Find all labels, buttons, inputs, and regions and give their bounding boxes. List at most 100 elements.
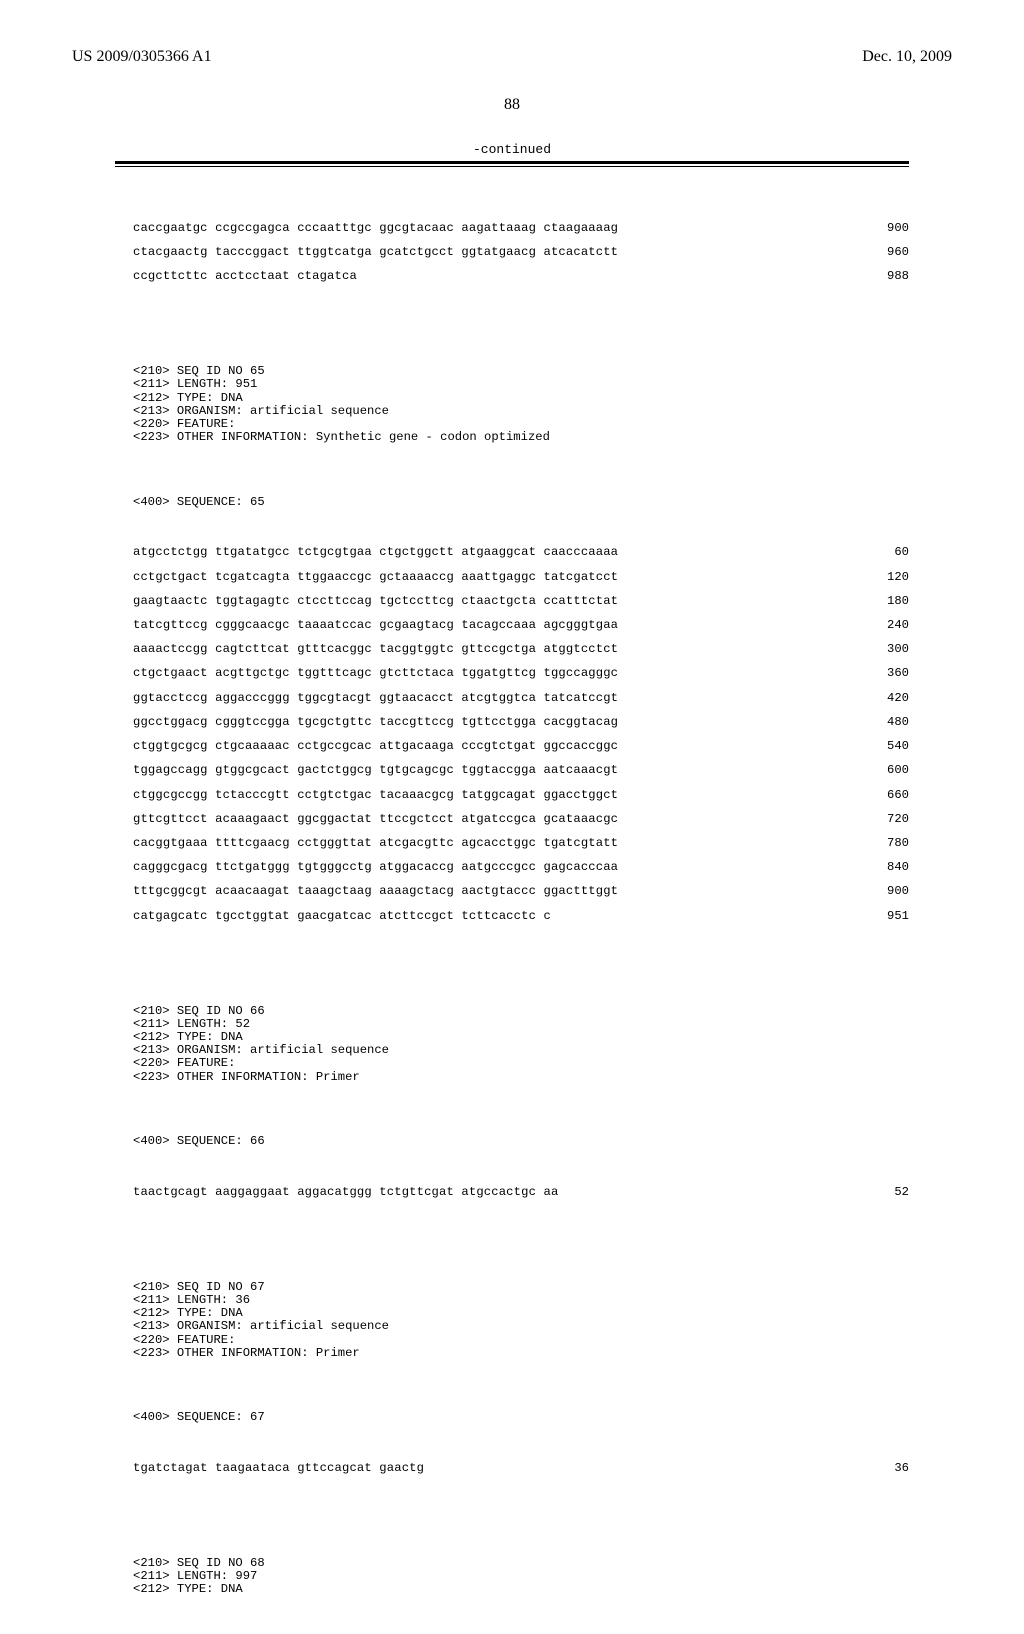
sequence-meta-line: <223> OTHER INFORMATION: Primer (133, 1347, 909, 1359)
sequence-position: 36 (861, 1462, 909, 1474)
sequence-meta-line: <223> OTHER INFORMATION: Primer (133, 1071, 909, 1083)
sequence-400-67: <400> SEQUENCE: 67 (133, 1411, 909, 1423)
sequence-position: 60 (861, 546, 909, 558)
sequence-position: 840 (861, 861, 909, 873)
sequence-text: ggcctggacg cgggtccgga tgcgctgttc taccgtt… (133, 716, 618, 728)
sequence-text: ccgcttcttc acctcctaat ctagatca (133, 270, 357, 282)
sequence-text: tggagccagg gtggcgcact gactctggcg tgtgcag… (133, 764, 618, 776)
sequence-text: gaagtaactc tggtagagtc ctccttccag tgctcct… (133, 595, 618, 607)
sequence-meta-68: <210> SEQ ID NO 68<211> LENGTH: 997<212>… (133, 1557, 909, 1596)
sequence-meta-line: <211> LENGTH: 997 (133, 1570, 909, 1582)
sequence-text: ctggtgcgcg ctgcaaaaac cctgccgcac attgaca… (133, 740, 618, 752)
sequence-position: 660 (861, 789, 909, 801)
sequence-meta-line: <213> ORGANISM: artificial sequence (133, 1044, 909, 1056)
sequence-position: 120 (861, 571, 909, 583)
sequence-meta-line: <211> LENGTH: 951 (133, 378, 909, 390)
sequence-meta-line: <220> FEATURE: (133, 418, 909, 430)
sequence-row: atgcctctgg ttgatatgcc tctgcgtgaa ctgctgg… (133, 546, 909, 558)
sequence-row: cagggcgacg ttctgatggg tgtgggcctg atggaca… (133, 861, 909, 873)
sequence-row: tgatctagat taagaataca gttccagcat gaactg 3… (133, 1462, 909, 1474)
sequence-rows-67: tgatctagat taagaataca gttccagcat gaactg 3… (133, 1462, 909, 1474)
continued-label: -continued (0, 142, 1024, 157)
sequence-position: 720 (861, 813, 909, 825)
sequence-meta-65: <210> SEQ ID NO 65<211> LENGTH: 951 <212>… (133, 365, 909, 443)
sequence-meta-66: <210> SEQ ID NO 66<211> LENGTH: 52<212> … (133, 1005, 909, 1083)
sequence-row: tatcgttccg cgggcaacgc taaaatccac gcgaagt… (133, 619, 909, 631)
sequence-meta-line: <210> SEQ ID NO 68 (133, 1557, 909, 1569)
sequence-position: 988 (861, 270, 909, 282)
sequence-text: catgagcatc tgcctggtat gaacgatcac atcttcc… (133, 910, 551, 922)
sequence-text: atgcctctgg ttgatatgcc tctgcgtgaa ctgctgg… (133, 546, 618, 558)
sequence-text: caccgaatgc ccgccgagca cccaatttgc ggcgtac… (133, 222, 618, 234)
page-header: US 2009/0305366 A1 Dec. 10, 2009 (0, 0, 1024, 66)
sequence-block-64-tail: caccgaatgc ccgccgagca cccaatttgc ggcgtac… (133, 222, 909, 283)
sequence-row: cacggtgaaa ttttcgaacg cctgggttat atcgacg… (133, 837, 909, 849)
sequence-row: ctacgaactg tacccggact ttggtcatga gcatctg… (133, 246, 909, 258)
sequence-position: 960 (861, 246, 909, 258)
publication-date: Dec. 10, 2009 (862, 48, 952, 66)
sequence-text: cagggcgacg ttctgatggg tgtgggcctg atggaca… (133, 861, 618, 873)
sequence-row: ggcctggacg cgggtccgga tgcgctgttc taccgtt… (133, 716, 909, 728)
sequence-row: ctgctgaact acgttgctgc tggtttcagc gtcttct… (133, 667, 909, 679)
sequence-position: 951 (861, 910, 909, 922)
sequence-meta-line: <220> FEATURE: (133, 1057, 909, 1069)
sequence-position: 52 (861, 1186, 909, 1198)
sequence-meta-line: <212> TYPE: DNA (133, 1307, 909, 1319)
section-rule (0, 161, 1024, 167)
sequence-position: 180 (861, 595, 909, 607)
sequence-text: ctgctgaact acgttgctgc tggtttcagc gtcttct… (133, 667, 618, 679)
sequence-position: 420 (861, 692, 909, 704)
sequence-row: ctggtgcgcg ctgcaaaaac cctgccgcac attgaca… (133, 740, 909, 752)
sequence-meta-line: <211> LENGTH: 52 (133, 1018, 909, 1030)
sequence-row: cctgctgact tcgatcagta ttggaaccgc gctaaaa… (133, 571, 909, 583)
sequence-position: 600 (861, 764, 909, 776)
sequence-position: 300 (861, 643, 909, 655)
sequence-text: taactgcagt aaggaggaat aggacatggg tctgttc… (133, 1186, 558, 1198)
sequence-rows-65: atgcctctgg ttgatatgcc tctgcgtgaa ctgctgg… (133, 546, 909, 921)
sequence-meta-line: <211> LENGTH: 36 (133, 1294, 909, 1306)
sequence-position: 540 (861, 740, 909, 752)
sequence-position: 360 (861, 667, 909, 679)
publication-number: US 2009/0305366 A1 (72, 48, 212, 66)
sequence-text: aaaactccgg cagtcttcat gtttcacggc tacggtg… (133, 643, 618, 655)
sequence-meta-line: <223> OTHER INFORMATION: Synthetic gene … (133, 431, 909, 443)
sequence-meta-line: <213> ORGANISM: artificial sequence (133, 405, 909, 417)
sequence-meta-line: <220> FEATURE: (133, 1334, 909, 1346)
sequence-meta-line: <212> TYPE: DNA (133, 1583, 909, 1595)
sequence-text: tgatctagat taagaataca gttccagcat gaactg (133, 1462, 424, 1474)
sequence-position: 900 (861, 222, 909, 234)
sequence-row: tttgcggcgt acaacaagat taaagctaag aaaagct… (133, 885, 909, 897)
sequence-position: 480 (861, 716, 909, 728)
sequence-listing: caccgaatgc ccgccgagca cccaatttgc ggcgtac… (0, 173, 1024, 1634)
sequence-row: ctggcgccgg tctacccgtt cctgtctgac tacaaac… (133, 789, 909, 801)
sequence-meta-line: <213> ORGANISM: artificial sequence (133, 1320, 909, 1332)
sequence-text: ctggcgccgg tctacccgtt cctgtctgac tacaaac… (133, 789, 618, 801)
sequence-meta-line: <210> SEQ ID NO 67 (133, 1281, 909, 1293)
sequence-text: cacggtgaaa ttttcgaacg cctgggttat atcgacg… (133, 837, 618, 849)
sequence-row: gaagtaactc tggtagagtc ctccttccag tgctcct… (133, 595, 909, 607)
sequence-row: tggagccagg gtggcgcact gactctggcg tgtgcag… (133, 764, 909, 776)
sequence-row: catgagcatc tgcctggtat gaacgatcac atcttcc… (133, 910, 909, 922)
sequence-row: caccgaatgc ccgccgagca cccaatttgc ggcgtac… (133, 222, 909, 234)
sequence-position: 900 (861, 885, 909, 897)
sequence-text: tttgcggcgt acaacaagat taaagctaag aaaagct… (133, 885, 618, 897)
sequence-text: tatcgttccg cgggcaacgc taaaatccac gcgaagt… (133, 619, 618, 631)
sequence-row: taactgcagt aaggaggaat aggacatggg tctgttc… (133, 1186, 909, 1198)
sequence-row: ccgcttcttc acctcctaat ctagatca 988 (133, 270, 909, 282)
sequence-text: ctacgaactg tacccggact ttggtcatga gcatctg… (133, 246, 618, 258)
sequence-text: gttcgttcct acaaagaact ggcggactat ttccgct… (133, 813, 618, 825)
sequence-row: gttcgttcct acaaagaact ggcggactat ttccgct… (133, 813, 909, 825)
sequence-rows-66: taactgcagt aaggaggaat aggacatggg tctgttc… (133, 1186, 909, 1198)
sequence-meta-line: <212> TYPE: DNA (133, 392, 909, 404)
sequence-meta-line: <210> SEQ ID NO 66 (133, 1005, 909, 1017)
sequence-text: ggtacctccg aggacccggg tggcgtacgt ggtaaca… (133, 692, 618, 704)
sequence-400-65: <400> SEQUENCE: 65 (133, 496, 909, 508)
sequence-400-66: <400> SEQUENCE: 66 (133, 1135, 909, 1147)
sequence-row: ggtacctccg aggacccggg tggcgtacgt ggtaaca… (133, 692, 909, 704)
sequence-meta-line: <210> SEQ ID NO 65 (133, 365, 909, 377)
sequence-row: aaaactccgg cagtcttcat gtttcacggc tacggtg… (133, 643, 909, 655)
page-number: 88 (0, 96, 1024, 114)
sequence-meta-line: <212> TYPE: DNA (133, 1031, 909, 1043)
sequence-position: 780 (861, 837, 909, 849)
sequence-position: 240 (861, 619, 909, 631)
